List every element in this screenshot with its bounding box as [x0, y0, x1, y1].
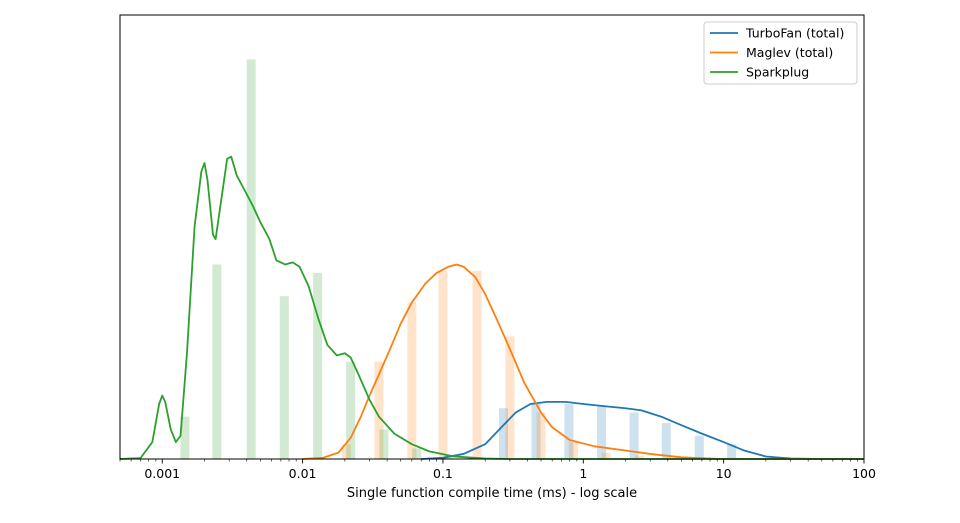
sparkplug-bar-3: [279, 296, 289, 459]
x-tick-label-5: 100: [852, 466, 876, 481]
maglev-total-bar-3: [438, 270, 448, 459]
turbofan-total-bar-1: [531, 404, 541, 459]
turbofan-total-bar-3: [597, 406, 607, 459]
legend-label-sparkplug: Sparkplug: [746, 65, 809, 80]
x-tick-label-3: 1: [579, 466, 587, 481]
plot-frame: [119, 14, 865, 460]
maglev-total-bar-5: [505, 336, 515, 459]
maglev-total-bar-1: [374, 361, 384, 459]
x-tick-label-1: 0.01: [289, 466, 317, 481]
legend-frame: [703, 21, 858, 85]
sparkplug-bar-5: [346, 361, 356, 459]
sparkplug-bar-6: [379, 429, 389, 459]
turbofan-total-bar-0: [498, 408, 508, 459]
turbofan-total-bar-7: [727, 444, 737, 459]
sparkplug-bar-2: [246, 59, 256, 460]
maglev-total-bar-9: [634, 455, 644, 459]
histogram-bars: [180, 59, 737, 460]
x-tick-label-2: 0.1: [433, 466, 453, 481]
sparkplug-bar-7: [412, 448, 422, 459]
sparkplug-bar-4: [313, 272, 323, 459]
turbofan-total-bar-2: [564, 404, 574, 459]
legend: TurboFan (total) Maglev (total) Sparkplug: [703, 21, 858, 85]
x-tick-label-4: 10: [716, 466, 732, 481]
turbofan-total-kde-line: [421, 401, 864, 460]
maglev-total-bar-4: [472, 270, 482, 459]
turbofan-total-bar-4: [629, 412, 639, 459]
turbofan-total-bar-5: [661, 423, 671, 459]
maglev-total-bar-6: [536, 412, 546, 459]
kde-lines: [119, 155, 864, 460]
x-axis-label: Single function compile time (ms) - log …: [347, 486, 637, 501]
legend-label-turbofan-total: TurboFan (total): [745, 26, 844, 41]
legend-label-maglev-total: Maglev (total): [746, 45, 833, 60]
maglev-total-bar-8: [601, 452, 611, 459]
maglev-total-bar-0: [341, 444, 351, 459]
maglev-total-bar-7: [568, 442, 578, 459]
maglev-total-kde-line: [302, 263, 864, 460]
maglev-total-bar-2: [407, 302, 417, 459]
x-axis-ticks: 0.001 0.01 0.1 1 10 100: [119, 459, 876, 481]
sparkplug-bar-0: [180, 416, 190, 459]
turbofan-total-bar-6: [694, 435, 704, 459]
x-tick-label-0: 0.001: [144, 466, 180, 481]
sparkplug-kde-line: [119, 155, 864, 460]
sparkplug-bar-1: [212, 264, 222, 459]
